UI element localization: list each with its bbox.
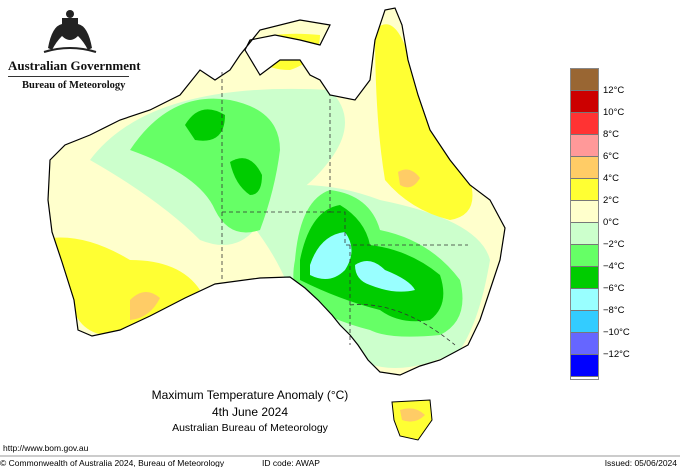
footer-divider <box>0 455 680 457</box>
coat-of-arms-logo <box>43 10 97 53</box>
australia-map <box>47 7 506 441</box>
state-borders <box>221 72 468 346</box>
legend-label: −6°C <box>603 283 625 294</box>
legend-label: 0°C <box>603 217 619 228</box>
zone-4-6-southwest <box>130 291 160 320</box>
copyright: © Commonwealth of Australia 2024, Bureau… <box>0 458 225 467</box>
legend-label: −12°C <box>603 349 630 360</box>
tasmania-coastline <box>391 399 433 441</box>
legend-band <box>571 179 598 201</box>
legend-label: −2°C <box>603 239 625 250</box>
legend-label: 12°C <box>603 85 625 96</box>
legend-label: 6°C <box>603 151 619 162</box>
legend-band <box>571 333 598 355</box>
government-name: Australian Government <box>8 58 141 73</box>
legend-label: 10°C <box>603 107 625 118</box>
issued-date: Issued: 05/06/2024 <box>604 458 677 467</box>
map-date: 4th June 2024 <box>211 405 289 419</box>
zone-neg8-neg6-2 <box>355 261 415 292</box>
legend-band <box>571 355 598 377</box>
map-source: Australian Bureau of Meteorology <box>172 422 328 434</box>
legend-label: −10°C <box>603 327 630 338</box>
legend-band <box>571 201 598 223</box>
legend-band <box>571 135 598 157</box>
legend-band <box>571 311 598 333</box>
zone-neg8-neg6-1 <box>310 232 352 279</box>
legend-label: 4°C <box>603 173 619 184</box>
agency-name: Bureau of Meteorology <box>22 80 126 91</box>
zone-2-4-queensland <box>375 24 473 221</box>
legend-band <box>571 69 598 91</box>
legend-band <box>571 267 598 289</box>
zone-neg6-neg4-2 <box>230 158 262 195</box>
legend-label: −8°C <box>603 305 625 316</box>
map-title: Maximum Temperature Anomaly (°C) <box>151 388 349 402</box>
legend-band <box>571 245 598 267</box>
legend-frame <box>570 68 599 380</box>
legend-label: −4°C <box>603 261 625 272</box>
legend-band <box>571 113 598 135</box>
bom-url-link[interactable]: http://www.bom.gov.au <box>3 443 89 453</box>
header-divider <box>8 76 129 77</box>
legend-band <box>571 157 598 179</box>
legend-band <box>571 223 598 245</box>
id-code: ID code: AWAP <box>262 458 320 467</box>
zone-neg6-neg4-1 <box>185 109 225 141</box>
zone-4-6-qld <box>398 169 420 188</box>
zone-neg4-neg2-north <box>130 98 280 233</box>
legend-band <box>571 91 598 113</box>
zone-4-6-tasmania <box>400 408 425 422</box>
legend-label: 2°C <box>603 195 619 206</box>
legend-band <box>571 289 598 311</box>
legend-label: 8°C <box>603 129 619 140</box>
